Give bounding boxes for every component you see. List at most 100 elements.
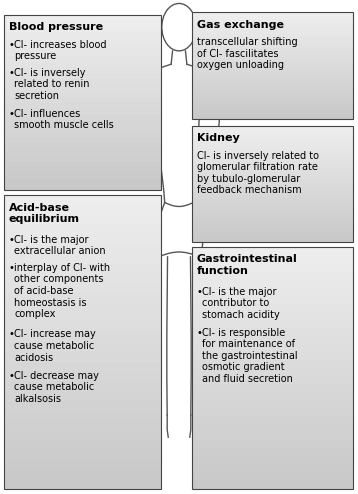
- Bar: [4, 205, 161, 215]
- Bar: [4, 103, 161, 108]
- Bar: [192, 138, 353, 141]
- Bar: [192, 204, 353, 207]
- Text: •: •: [9, 370, 15, 380]
- Bar: [4, 313, 161, 323]
- Bar: [192, 219, 353, 223]
- Bar: [192, 227, 353, 230]
- Bar: [192, 255, 353, 263]
- Bar: [192, 12, 353, 119]
- Bar: [4, 120, 161, 126]
- Bar: [4, 138, 161, 143]
- Bar: [4, 68, 161, 73]
- Bar: [192, 188, 353, 192]
- Text: Cl- is responsible
for maintenance of
the gastrointestinal
osmotic gradient
and : Cl- is responsible for maintenance of th…: [202, 328, 298, 384]
- Text: •: •: [9, 68, 15, 78]
- Bar: [192, 115, 353, 119]
- Bar: [192, 44, 353, 48]
- Text: Cl- is the major
contributor to
stomach acidity: Cl- is the major contributor to stomach …: [202, 287, 280, 320]
- Bar: [192, 465, 353, 473]
- Bar: [4, 274, 161, 284]
- Bar: [4, 303, 161, 313]
- Bar: [4, 440, 161, 450]
- Bar: [192, 27, 353, 30]
- Bar: [192, 184, 353, 188]
- Text: •: •: [197, 328, 203, 337]
- Bar: [192, 215, 353, 219]
- Bar: [192, 247, 353, 489]
- Bar: [192, 344, 353, 352]
- Bar: [4, 79, 161, 85]
- Bar: [192, 200, 353, 204]
- Bar: [4, 244, 161, 254]
- Bar: [4, 178, 161, 184]
- Bar: [192, 130, 353, 134]
- Bar: [192, 126, 353, 242]
- Bar: [192, 19, 353, 23]
- Bar: [4, 85, 161, 91]
- Bar: [192, 384, 353, 392]
- Bar: [192, 449, 353, 457]
- Text: transcellular shifting
of Cl- fascilitates
oxygen unloading: transcellular shifting of Cl- fascilitat…: [197, 37, 297, 70]
- Bar: [192, 30, 353, 34]
- Text: Cl- increase may
cause metabolic
acidosis: Cl- increase may cause metabolic acidosi…: [14, 329, 96, 363]
- Bar: [192, 196, 353, 200]
- Bar: [192, 433, 353, 441]
- Bar: [4, 371, 161, 381]
- Bar: [192, 157, 353, 161]
- Bar: [192, 69, 353, 73]
- Bar: [4, 254, 161, 264]
- Bar: [4, 126, 161, 132]
- Bar: [4, 469, 161, 479]
- Bar: [192, 83, 353, 87]
- Bar: [192, 360, 353, 368]
- Bar: [192, 320, 353, 328]
- Text: •: •: [9, 109, 15, 119]
- Bar: [192, 234, 353, 238]
- Bar: [4, 195, 161, 489]
- Bar: [4, 44, 161, 50]
- Bar: [192, 48, 353, 51]
- Bar: [192, 66, 353, 69]
- Bar: [192, 176, 353, 180]
- Bar: [192, 279, 353, 288]
- Bar: [192, 424, 353, 433]
- Text: Cl- is the major
extracellular anion: Cl- is the major extracellular anion: [14, 235, 106, 256]
- Bar: [192, 34, 353, 37]
- Bar: [192, 126, 353, 130]
- Bar: [4, 143, 161, 149]
- Bar: [192, 368, 353, 376]
- Text: •: •: [9, 40, 15, 49]
- Bar: [192, 303, 353, 312]
- Bar: [192, 141, 353, 145]
- Bar: [192, 376, 353, 384]
- Bar: [192, 416, 353, 424]
- Bar: [4, 108, 161, 114]
- Bar: [4, 184, 161, 190]
- Bar: [192, 312, 353, 320]
- Bar: [4, 293, 161, 303]
- Bar: [4, 479, 161, 489]
- Bar: [192, 108, 353, 112]
- Bar: [4, 62, 161, 68]
- Bar: [192, 165, 353, 168]
- Bar: [4, 323, 161, 332]
- Bar: [4, 225, 161, 234]
- Bar: [192, 76, 353, 80]
- Bar: [4, 155, 161, 161]
- Bar: [192, 16, 353, 19]
- Bar: [4, 173, 161, 178]
- Bar: [4, 284, 161, 293]
- Text: Acid-base
equilibrium: Acid-base equilibrium: [9, 203, 80, 224]
- Bar: [192, 41, 353, 44]
- Bar: [4, 420, 161, 430]
- Bar: [4, 21, 161, 27]
- Bar: [4, 50, 161, 56]
- Bar: [4, 15, 161, 190]
- Text: •: •: [9, 263, 15, 273]
- Bar: [4, 27, 161, 33]
- Bar: [192, 87, 353, 90]
- Bar: [192, 12, 353, 16]
- Bar: [192, 51, 353, 55]
- Bar: [4, 234, 161, 244]
- Bar: [192, 80, 353, 83]
